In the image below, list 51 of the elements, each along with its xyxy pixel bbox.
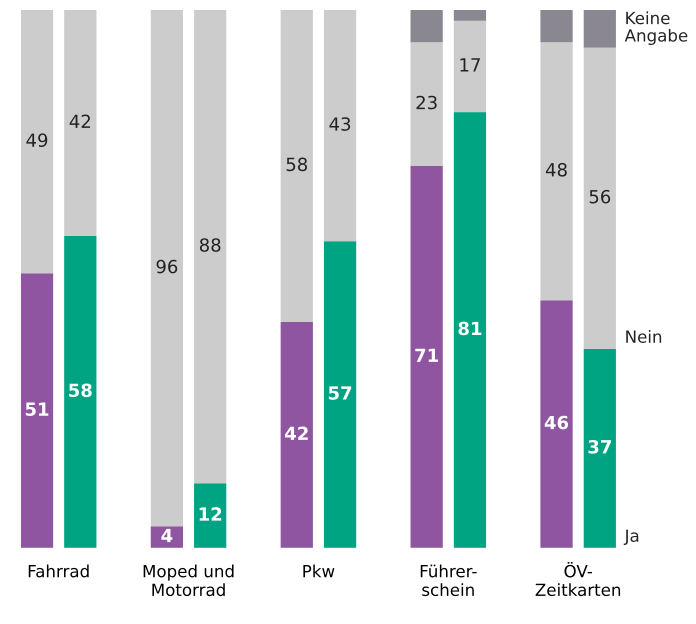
x-tick-label: Führer- schein xyxy=(420,564,477,596)
x-tick-label: Fahrrad xyxy=(28,564,89,578)
series-label: Ja xyxy=(624,530,638,546)
bar xyxy=(64,236,96,548)
bar xyxy=(454,10,486,21)
bar xyxy=(410,42,443,166)
data-label: 51 xyxy=(26,402,48,416)
data-label: 17 xyxy=(460,58,480,72)
bar xyxy=(324,241,356,548)
data-label: 49 xyxy=(26,133,48,148)
bar xyxy=(20,274,54,548)
bar xyxy=(194,10,226,484)
bar xyxy=(150,10,184,526)
x-tick-label: Moped und Motorrad xyxy=(144,564,234,596)
bar xyxy=(540,300,573,548)
data-label: 42 xyxy=(285,426,308,440)
bar xyxy=(540,42,573,300)
series-label: Keine Angabe xyxy=(624,11,688,45)
bar xyxy=(454,112,486,548)
bar xyxy=(584,10,616,48)
data-label: 12 xyxy=(200,507,222,521)
bar xyxy=(280,322,313,548)
data-label: 43 xyxy=(329,117,350,131)
data-label: 56 xyxy=(590,190,610,204)
data-label: 88 xyxy=(200,238,220,252)
bar xyxy=(194,483,226,548)
bar xyxy=(584,348,616,548)
data-label: 57 xyxy=(328,386,352,400)
data-label: 37 xyxy=(588,440,611,454)
bar xyxy=(540,10,573,42)
bar xyxy=(410,10,443,42)
data-label: 71 xyxy=(415,348,438,362)
data-label: 4 xyxy=(161,528,172,542)
data-label: 58 xyxy=(69,383,92,398)
data-label: 23 xyxy=(416,96,437,110)
data-label: 42 xyxy=(70,114,90,128)
series-label: Nein xyxy=(626,330,662,343)
bar xyxy=(64,10,96,236)
x-tick-label: Pkw xyxy=(303,564,334,578)
data-label: 81 xyxy=(458,322,482,336)
bar xyxy=(20,10,54,274)
bar xyxy=(454,20,486,112)
data-label: 48 xyxy=(546,162,567,177)
data-label: 58 xyxy=(286,158,308,172)
bar xyxy=(324,10,356,242)
bar xyxy=(280,10,313,322)
data-label: 46 xyxy=(544,416,568,430)
bar xyxy=(584,48,616,349)
bar xyxy=(410,166,443,548)
data-label: 96 xyxy=(156,260,178,274)
x-tick-label: ÖV- Zeitkarten xyxy=(536,562,620,596)
